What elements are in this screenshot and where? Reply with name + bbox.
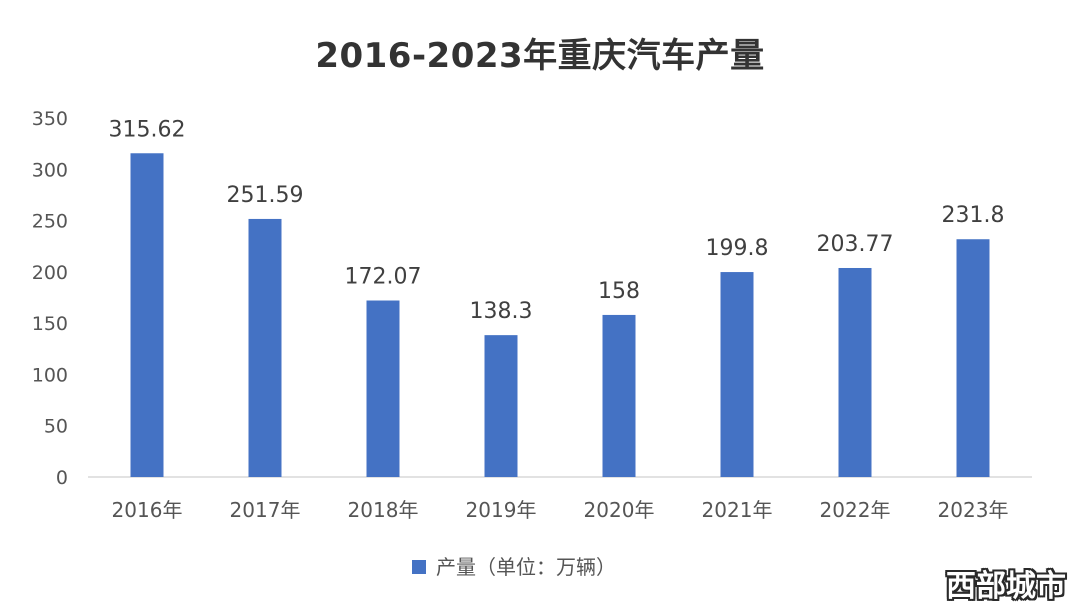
bar bbox=[484, 335, 518, 477]
y-tick-label: 0 bbox=[56, 467, 68, 489]
bar bbox=[602, 314, 636, 477]
x-tick-label: 2022年 bbox=[820, 498, 891, 522]
bar bbox=[366, 300, 400, 477]
legend-swatch bbox=[412, 560, 426, 574]
data-label: 315.62 bbox=[109, 117, 186, 142]
y-tick-label: 350 bbox=[32, 108, 68, 130]
bar bbox=[956, 239, 990, 477]
legend-label: 产量（单位：万辆） bbox=[436, 555, 616, 579]
data-label: 158 bbox=[598, 279, 640, 304]
x-tick-label: 2023年 bbox=[938, 498, 1009, 522]
bar bbox=[838, 267, 872, 477]
data-label: 138.3 bbox=[470, 299, 533, 324]
bar bbox=[248, 218, 282, 477]
x-tick-label: 2018年 bbox=[348, 498, 419, 522]
y-tick-label: 200 bbox=[32, 262, 68, 284]
x-tick-label: 2021年 bbox=[702, 498, 773, 522]
x-tick-label: 2016年 bbox=[112, 498, 183, 522]
x-tick-label: 2020年 bbox=[584, 498, 655, 522]
data-label: 231.8 bbox=[942, 203, 1005, 228]
x-tick-label: 2017年 bbox=[230, 498, 301, 522]
data-label: 251.59 bbox=[227, 183, 304, 208]
watermark-logo: 西部城市 bbox=[946, 569, 1066, 604]
bar bbox=[720, 272, 754, 477]
y-tick-label: 300 bbox=[32, 159, 68, 181]
y-tick-label: 50 bbox=[44, 416, 68, 438]
chart-title: 2016-2023年重庆汽车产量 bbox=[315, 36, 765, 76]
data-label: 199.8 bbox=[706, 236, 769, 261]
data-label: 203.77 bbox=[817, 232, 894, 257]
data-label: 172.07 bbox=[345, 265, 422, 290]
bar bbox=[130, 153, 164, 478]
y-tick-label: 150 bbox=[32, 313, 68, 335]
y-tick-label: 100 bbox=[32, 364, 68, 386]
y-tick-label: 250 bbox=[32, 211, 68, 233]
x-tick-label: 2019年 bbox=[466, 498, 537, 522]
